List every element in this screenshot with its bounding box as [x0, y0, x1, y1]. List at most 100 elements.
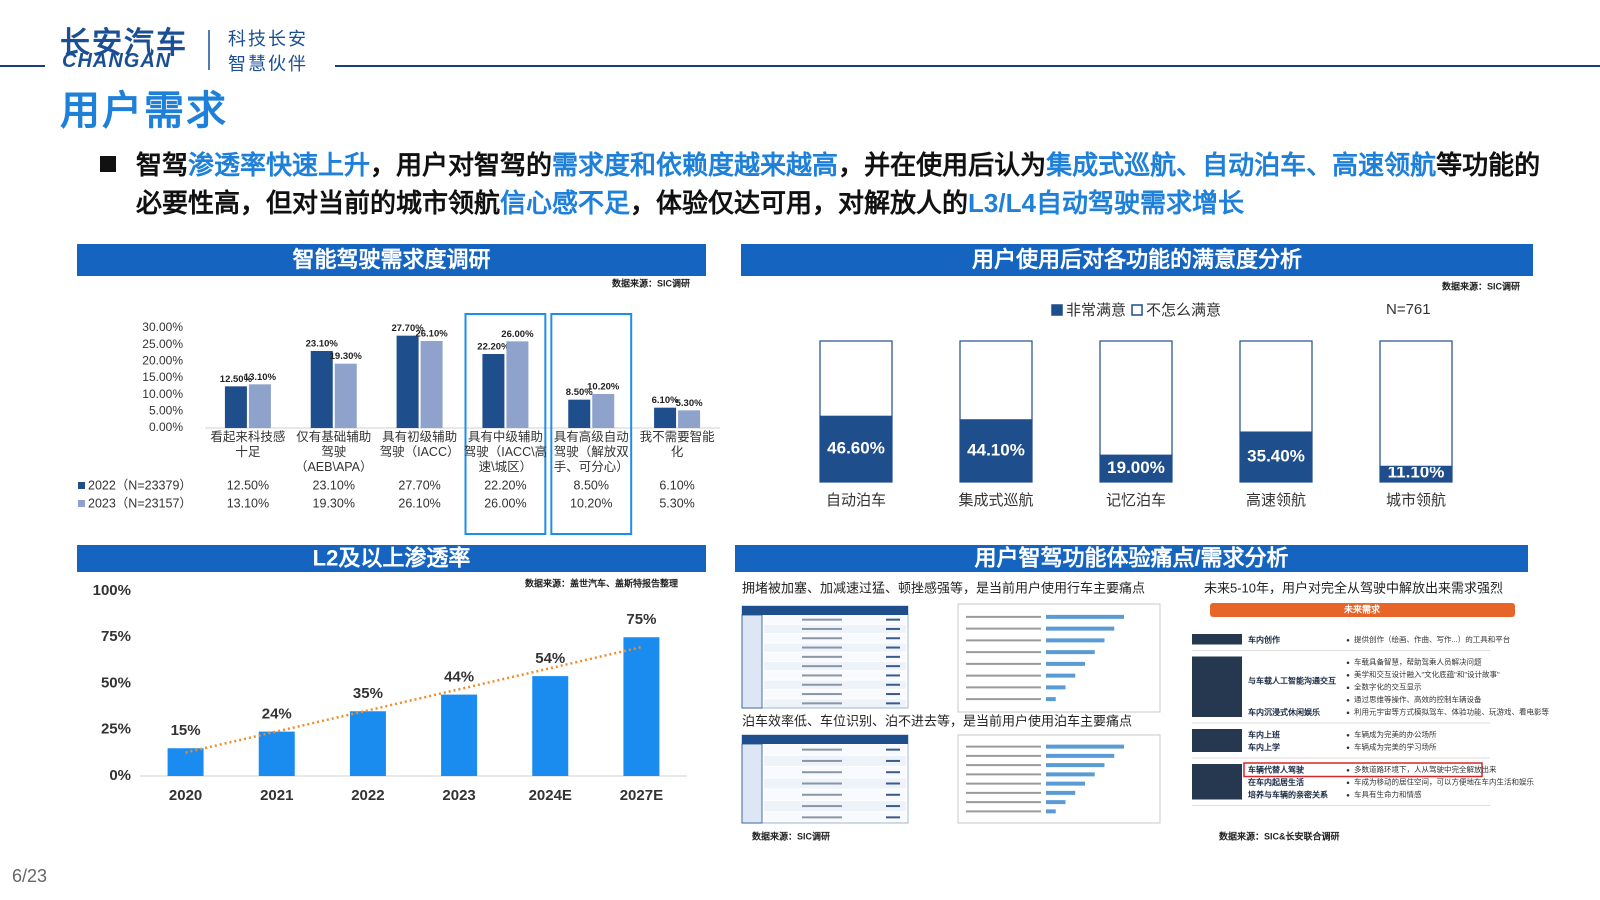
thumb-bar — [1046, 626, 1115, 631]
desc-dot — [1346, 746, 1350, 750]
thumb-cell — [886, 674, 900, 677]
page-title: 用户需求 — [60, 89, 228, 133]
bar — [623, 637, 660, 776]
desc-dot — [1346, 661, 1350, 665]
thumb-cell — [802, 655, 842, 658]
future-desc: 车辆成为完美的学习场所 — [1354, 742, 1437, 752]
bar — [248, 384, 271, 428]
thumb-cell — [886, 646, 900, 649]
highlight-text: 集成式巡航、自动泊车、高速领航 — [1046, 150, 1437, 180]
future-desc: 车载具备智慧，帮助驾乘人员解决问题 — [1354, 657, 1482, 667]
value-label: 23.10% — [306, 339, 339, 350]
future-label: 车内创作 — [1248, 634, 1280, 644]
y-tick-label: 75% — [101, 628, 131, 645]
x-tick-label: 2021 — [260, 787, 293, 804]
value-label: 8.50% — [566, 387, 593, 398]
future-label: 培养与车辆的亲密关系 — [1248, 789, 1328, 799]
thumb-cell — [886, 782, 900, 785]
thumb-cell — [886, 748, 900, 751]
future-image — [1192, 656, 1242, 717]
bar-segment — [1379, 340, 1453, 467]
source-note: 数据来源：SIC调研 — [1442, 280, 1520, 291]
thumb-cell — [802, 793, 842, 796]
bar-segment — [959, 419, 1033, 483]
thumb-bar — [1046, 781, 1085, 786]
value-label: 11.10% — [1388, 462, 1445, 481]
source-note: 数据来源：SIC调研 — [752, 830, 830, 841]
table-value: 23.10% — [313, 478, 355, 492]
y-tick-label: 20.00% — [142, 354, 183, 368]
x-tick-label: 2020 — [169, 787, 202, 804]
y-tick-label: 50% — [101, 674, 131, 691]
bar — [592, 394, 615, 428]
brand-en: CHANGAN — [62, 50, 172, 72]
bar — [568, 399, 591, 428]
caption: 未来5-10年，用户对完全从驾驶中解放出来需求强烈 — [1204, 580, 1503, 595]
x-tick-label: 2027E — [620, 787, 663, 804]
y-tick-label: 0.00% — [149, 420, 183, 434]
future-desc: 提供创作（绘画、作曲、写作...）的工具和平台 — [1354, 634, 1510, 644]
x-tick-label: 集成式巡航 — [958, 492, 1033, 509]
thumb-cell — [802, 665, 842, 668]
future-header: 未来需求 — [1343, 603, 1381, 614]
x-tick-label: 2024E — [529, 787, 572, 804]
y-tick-label: 0% — [109, 767, 131, 784]
legend-label: 2023（N=23157） — [88, 496, 192, 510]
bar — [224, 386, 247, 428]
source-note: 数据来源：SIC&长安联合调研 — [1219, 830, 1340, 841]
table-value: 5.30% — [659, 496, 694, 510]
thumb-chart — [957, 603, 1161, 713]
bar — [532, 676, 569, 776]
thumb-bar — [1046, 650, 1095, 655]
thumb-cell — [802, 646, 842, 649]
future-desc: 车具有生命力和情感 — [1354, 789, 1422, 799]
future-label: 车内上学 — [1248, 742, 1280, 752]
future-label: 车辆代替人驾驶 — [1248, 764, 1305, 774]
thumb-cell — [802, 748, 842, 751]
thumb-cell — [886, 683, 900, 686]
x-tick-label: 城市领航 — [1386, 492, 1446, 509]
thumb-bar — [1046, 790, 1076, 795]
thumb-cell — [802, 782, 842, 785]
bullet-square — [100, 156, 116, 172]
thumb-label — [966, 791, 1041, 794]
future-image — [1192, 764, 1242, 800]
bar-segment — [1239, 340, 1313, 433]
future-desc: 车辆成为完美的办公场所 — [1354, 729, 1437, 739]
highlight-text: 渗透率快速上升 — [188, 150, 371, 180]
desc-dot — [1346, 638, 1350, 642]
caption: 泊车效率低、车位识别、泊不进去等，是当前用户使用泊车主要痛点 — [742, 713, 1132, 728]
highlight-box — [1243, 762, 1483, 778]
text: 智驾 — [136, 150, 189, 180]
highlight-box — [550, 313, 633, 535]
bar-segment — [1239, 431, 1313, 483]
value-label: 15% — [171, 722, 201, 739]
text: ，体验仅达可用，对解放人的 — [630, 188, 969, 218]
bar — [258, 731, 295, 776]
table-value: 19.30% — [313, 496, 355, 510]
value-label: 35.40% — [1247, 447, 1305, 466]
thumb-label — [966, 674, 1041, 677]
panel-title: 用户智驾功能体验痛点/需求分析 — [974, 545, 1288, 570]
y-tick-label: 30.00% — [142, 320, 183, 334]
table-value: 13.10% — [227, 496, 269, 510]
y-tick-label: 100% — [93, 582, 131, 599]
thumb-bar — [1046, 800, 1066, 805]
thumb-cell — [886, 693, 900, 696]
table-value: 8.50% — [574, 478, 609, 492]
panel-banner — [741, 244, 1533, 276]
future-desc: 利用元宇宙等方式模拟驾车、体验功能、玩游戏、看电影等 — [1354, 707, 1549, 717]
thumb-cell — [886, 702, 900, 705]
table-value: 22.20% — [484, 478, 526, 492]
thumb-bar — [1046, 697, 1056, 702]
thumb-label — [966, 662, 1041, 665]
value-label: 27.70% — [391, 323, 424, 334]
thumb-label — [966, 615, 1041, 618]
legend-label: 2022（N=23379） — [88, 478, 192, 492]
bar-segment — [819, 340, 893, 417]
highlight-text: 需求度和依赖度越来越高 — [552, 150, 839, 180]
thumb-cell — [886, 759, 900, 762]
desc-dot — [1346, 673, 1350, 677]
text: 等功能的必要性高，但对当前的城市领航 — [136, 150, 1541, 218]
